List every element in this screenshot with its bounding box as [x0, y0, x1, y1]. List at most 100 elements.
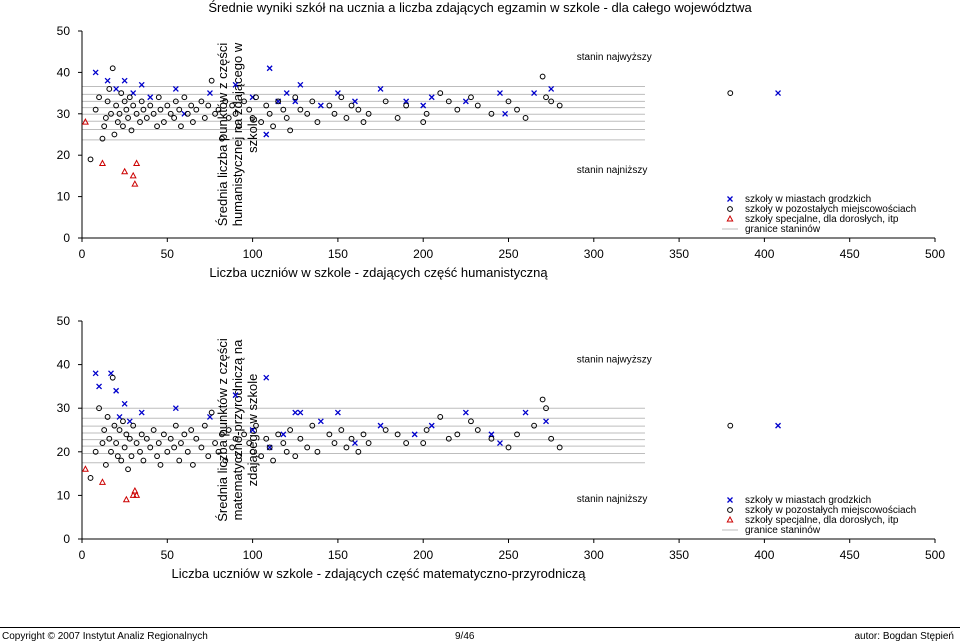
data-point-o: [201, 115, 208, 121]
x-tick-label: 0: [79, 548, 86, 562]
data-point-o: [181, 431, 188, 438]
data-point-o: [326, 431, 333, 438]
y-tick-label: 40: [57, 358, 71, 372]
data-point-o: [101, 123, 108, 130]
data-point-x: [497, 440, 503, 447]
data-point-o: [164, 102, 171, 109]
data-point-triangle: [133, 491, 141, 498]
data-point-o: [292, 453, 299, 460]
y-tick-label: 30: [57, 107, 71, 121]
data-point-x: [172, 405, 179, 412]
data-point-o: [137, 119, 143, 125]
data-point-o: [99, 135, 106, 142]
y-axis-label-line: matematyczno-przyrodniczą na: [230, 339, 245, 520]
data-point-o: [331, 110, 338, 117]
data-point-o: [522, 115, 529, 121]
footer-author: autor: Bogdan Stępień: [854, 631, 954, 642]
data-point-x: [126, 418, 133, 425]
data-point-o: [172, 98, 179, 105]
data-point-x: [403, 98, 410, 105]
data-point-o: [236, 453, 242, 460]
data-point-o: [208, 77, 215, 84]
data-point-o: [365, 110, 372, 117]
data-point-o: [270, 457, 276, 464]
data-point-o: [120, 418, 126, 425]
data-point-o: [172, 422, 179, 429]
data-point-o: [229, 102, 236, 109]
data-point-o: [215, 448, 222, 455]
legend-label: granice staninów: [745, 224, 821, 235]
data-point-o: [116, 427, 123, 433]
data-point-o: [258, 453, 265, 460]
data-point-o: [348, 435, 355, 442]
data-point-o: [114, 453, 121, 460]
y-tick-label: 30: [57, 401, 71, 415]
data-point-o: [275, 431, 282, 438]
data-point-o: [423, 427, 430, 433]
data-point-o: [208, 409, 215, 416]
data-point-o: [287, 127, 294, 134]
series-o: [87, 374, 734, 481]
data-point-x: [147, 94, 154, 101]
x-tick-label: 400: [754, 247, 774, 261]
data-point-o: [488, 110, 495, 117]
data-point-x: [121, 77, 128, 84]
data-point-o: [218, 135, 225, 142]
data-point-o: [437, 90, 444, 96]
data-point-o: [403, 440, 410, 446]
data-point-o: [539, 73, 546, 80]
data-point-o: [360, 431, 367, 438]
data-point-o: [164, 448, 171, 455]
data-point-x: [352, 98, 358, 105]
data-point-x: [266, 65, 273, 72]
data-point-o: [96, 94, 102, 101]
y-axis-label: Średnia liczba punktów z części matematyc…: [215, 338, 260, 522]
data-point-o: [275, 98, 282, 105]
footer-page-number: 9/46: [455, 631, 475, 642]
footer-divider: [0, 627, 960, 628]
data-point-x: [172, 86, 179, 92]
data-point-o: [253, 94, 259, 101]
data-point-o: [201, 422, 208, 429]
data-point-o: [543, 94, 549, 101]
data-point-o: [382, 427, 389, 433]
data-point-triangle: [98, 159, 107, 166]
data-point-x: [92, 370, 99, 377]
data-point-o: [87, 475, 94, 481]
data-point-o: [531, 422, 537, 429]
data-point-o: [143, 115, 150, 121]
y-axis-label-line: humanistycznej na zdającego w: [230, 42, 245, 226]
data-point-x: [206, 90, 213, 97]
data-point-o: [155, 94, 162, 101]
y-tick-label: 50: [57, 24, 71, 38]
page-title: Średnie wyniki szkół na ucznia a liczba …: [208, 0, 752, 15]
data-point-o: [548, 98, 555, 105]
x-tick-label: 100: [243, 548, 263, 562]
data-point-x: [297, 409, 304, 416]
x-tick-label: 500: [925, 548, 945, 562]
data-point-o: [189, 461, 196, 468]
data-point-o: [138, 98, 145, 105]
data-point-o: [280, 106, 287, 113]
data-point-o: [246, 106, 253, 113]
x-tick-label: 300: [584, 247, 604, 261]
data-point-o: [125, 115, 131, 121]
data-point-o: [108, 448, 114, 455]
data-point-o: [454, 106, 461, 113]
data-point-x: [377, 86, 384, 92]
data-point-o: [193, 435, 200, 442]
data-point-x: [283, 90, 290, 97]
data-point-o: [365, 440, 372, 446]
data-point-o: [338, 427, 345, 433]
data-point-o: [167, 435, 174, 442]
data-point-o: [249, 115, 256, 121]
data-point-o: [126, 435, 133, 442]
data-point-o: [198, 444, 205, 451]
legend-label: granice staninów: [745, 525, 821, 536]
data-point-x: [411, 431, 418, 438]
data-point-x: [113, 387, 120, 394]
stanine-annotation: stanin najniższy: [577, 494, 648, 505]
data-point-o: [543, 405, 549, 412]
stanine-annotation: stanin najwyższy: [577, 354, 652, 365]
data-point-o: [102, 115, 109, 121]
